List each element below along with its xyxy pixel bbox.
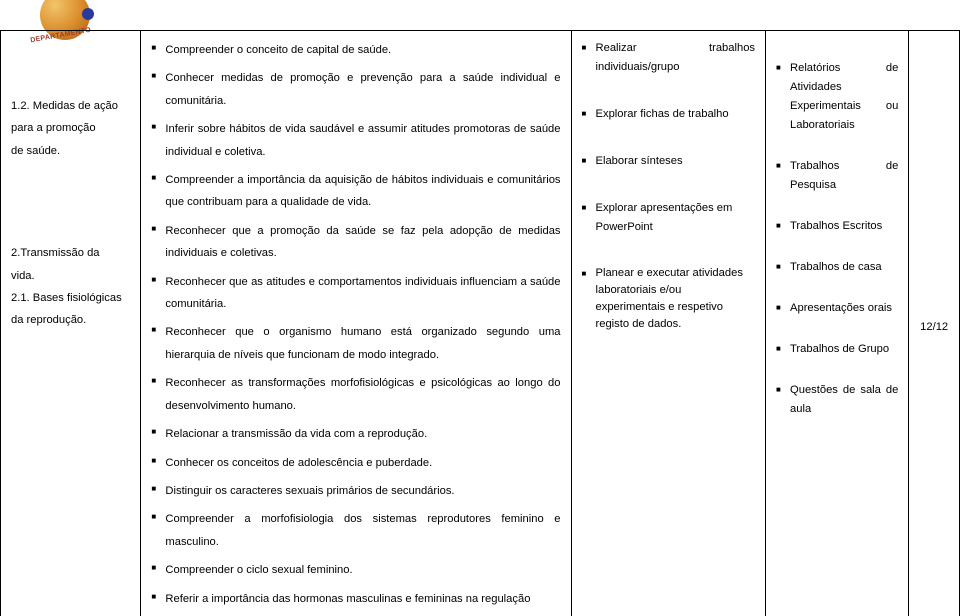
- list-item: Referir a importância das hormonas mascu…: [151, 588, 560, 610]
- list-item: Conhecer os conceitos de adolescência e …: [151, 452, 560, 474]
- list-item: Reconhecer que a promoção da saúde se fa…: [151, 220, 560, 265]
- page: MATEMÁTICA E CIÊNCIAS DEPARTAMENTO 1.2. …: [0, 0, 960, 616]
- topic-number: 2.1.: [11, 292, 30, 304]
- list-item: Conhecer medidas de promoção e prevenção…: [151, 67, 560, 112]
- activity-text: individuais/grupo: [596, 61, 680, 73]
- list-item: Relacionar a transmissão da vida com a r…: [151, 423, 560, 445]
- topic-text: de saúde.: [11, 145, 60, 157]
- activity-text: trabalhos: [709, 39, 755, 58]
- topic-text: para a promoção: [11, 122, 96, 134]
- objectives-list: Compreender o conceito de capital de saú…: [151, 39, 560, 610]
- table-row: 1.2. Medidas de ação para a promoção de …: [1, 31, 960, 616]
- list-item: Apresentações orais: [776, 299, 898, 318]
- list-item: Relatórios de Atividades Experimentais o…: [776, 59, 898, 135]
- list-item: Trabalhos Escritos: [776, 217, 898, 236]
- hours-value: 12/12: [920, 321, 948, 333]
- list-item: Planear e executar atividades laboratori…: [582, 265, 756, 332]
- activity-text: experimentais e respetivo: [596, 301, 723, 313]
- topic-text: Transmissão da: [20, 247, 99, 259]
- assessment-cell: Relatórios de Atividades Experimentais o…: [766, 31, 909, 616]
- topic-text: Bases fisiológicas: [33, 292, 122, 304]
- list-item: Questões de sala de aula: [776, 381, 898, 419]
- list-item: Explorar fichas de trabalho: [582, 105, 756, 124]
- list-item: Realizar trabalhos individuais/grupo: [582, 39, 756, 77]
- activities-cell: Realizar trabalhos individuais/grupo Exp…: [571, 31, 766, 616]
- topic-block: 2.Transmissão da vida.: [11, 242, 130, 287]
- objectives-cell: Compreender o conceito de capital de saú…: [141, 31, 571, 616]
- activities-list: Realizar trabalhos individuais/grupo Exp…: [582, 39, 756, 332]
- topics-cell: 1.2. Medidas de ação para a promoção de …: [1, 31, 141, 616]
- hours-cell: 12/12: [909, 31, 960, 616]
- topic-block: 1.2. Medidas de ação para a promoção de …: [11, 95, 130, 162]
- activity-text: Planear e executar atividades: [596, 267, 743, 279]
- activity-text: PowerPoint: [596, 221, 653, 233]
- topic-number: 1.2.: [11, 100, 30, 112]
- topic-text: da reprodução.: [11, 314, 86, 326]
- list-item: Trabalhos de Pesquisa: [776, 157, 898, 195]
- activity-text: registo de dados.: [596, 318, 682, 330]
- list-item: Inferir sobre hábitos de vida saudável e…: [151, 118, 560, 163]
- topic-text: vida.: [11, 270, 35, 282]
- logo-dot-icon: [82, 8, 94, 20]
- topic-block: 2.1. Bases fisiológicas da reprodução.: [11, 287, 130, 332]
- list-item: Trabalhos de casa: [776, 258, 898, 277]
- topic-text: Medidas de ação: [33, 100, 118, 112]
- list-item: Compreender a morfofisiologia dos sistem…: [151, 508, 560, 553]
- list-item: Explorar apresentações em PowerPoint: [582, 199, 756, 237]
- list-item: Reconhecer que as atitudes e comportamen…: [151, 271, 560, 316]
- topic-number: 2.: [11, 247, 20, 259]
- assessment-list: Relatórios de Atividades Experimentais o…: [776, 59, 898, 419]
- list-item: Compreender o conceito de capital de saú…: [151, 39, 560, 61]
- activity-text: laboratoriais e/ou: [596, 284, 682, 296]
- list-item: Compreender a importância da aquisição d…: [151, 169, 560, 214]
- activity-text: Explorar apresentações em: [596, 202, 733, 214]
- list-item: Trabalhos de Grupo: [776, 340, 898, 359]
- list-item: Reconhecer que o organismo humano está o…: [151, 321, 560, 366]
- list-item: Distinguir os caracteres sexuais primári…: [151, 480, 560, 502]
- list-item: Elaborar sínteses: [582, 152, 756, 171]
- list-item: Compreender o ciclo sexual feminino.: [151, 559, 560, 581]
- activity-text: Realizar: [596, 39, 637, 58]
- curriculum-table: 1.2. Medidas de ação para a promoção de …: [0, 30, 960, 616]
- list-item: Reconhecer as transformações morfofisiol…: [151, 372, 560, 417]
